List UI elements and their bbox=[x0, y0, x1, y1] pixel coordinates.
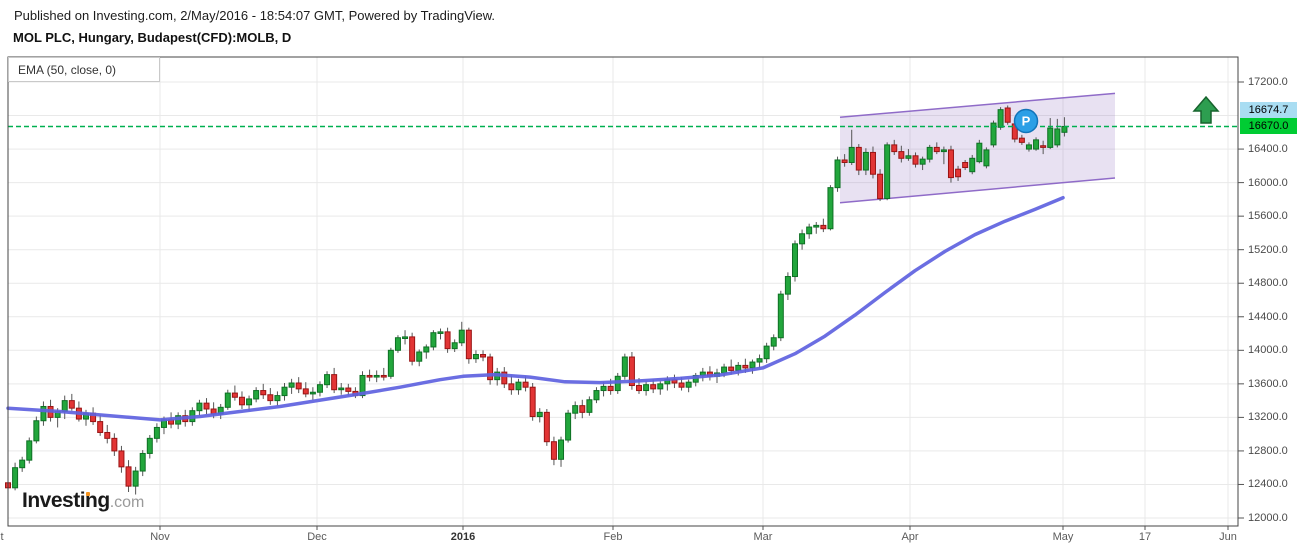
time-axis-label: t bbox=[0, 531, 4, 543]
investing-logo-brand: Investing bbox=[22, 489, 110, 512]
price-badge-last: 16670.0 bbox=[1240, 118, 1297, 134]
time-axis-label: May bbox=[1052, 531, 1074, 543]
publish-info-line: Published on Investing.com, 2/May/2016 -… bbox=[14, 8, 496, 23]
p-marker-badge[interactable]: P bbox=[1013, 108, 1039, 134]
price-axis-label: 13600.0 bbox=[1248, 377, 1288, 390]
price-axis-label: 14400.0 bbox=[1248, 310, 1288, 323]
price-axis-label: 13200.0 bbox=[1248, 411, 1288, 424]
grid bbox=[8, 57, 1238, 526]
price-axis-label: 17200.0 bbox=[1248, 76, 1288, 88]
price-axis-label: 16000.0 bbox=[1248, 176, 1288, 189]
price-axis-label: 12400.0 bbox=[1248, 478, 1288, 491]
ema-legend: EMA (50, close, 0) bbox=[8, 57, 160, 82]
price-axis-label: 12800.0 bbox=[1248, 444, 1288, 457]
time-axis-label: Apr bbox=[901, 531, 919, 543]
price-axis-label: 16400.0 bbox=[1248, 143, 1288, 156]
price-badge-marker: 16674.7 bbox=[1240, 102, 1297, 118]
time-axis-label: 17 bbox=[1138, 531, 1152, 543]
price-axis-label: 15600.0 bbox=[1248, 210, 1288, 223]
svg-text:P: P bbox=[1022, 114, 1031, 129]
investing-logo-suffix: .com bbox=[109, 494, 145, 511]
up-arrow-marker-icon bbox=[1192, 95, 1220, 124]
chart-title: MOL PLC, Hungary, Budapest(CFD):MOLB, D bbox=[13, 30, 292, 45]
price-axis-label: 12000.0 bbox=[1248, 512, 1288, 524]
ema-line[interactable] bbox=[6, 195, 1065, 422]
pane-border bbox=[7, 56, 1239, 527]
investing-logo-orange-dot-icon bbox=[86, 492, 90, 496]
time-axis-label: Mar bbox=[753, 531, 773, 543]
price-axis-label: 15200.0 bbox=[1248, 243, 1288, 256]
time-axis-label: Nov bbox=[150, 531, 170, 543]
axis-ticks bbox=[159, 81, 1244, 530]
time-axis-label: Jun bbox=[1219, 531, 1237, 543]
price-axis-label: 14800.0 bbox=[1248, 277, 1288, 290]
time-axis-label: Feb bbox=[603, 531, 623, 543]
investing-logo[interactable]: Investing.com bbox=[22, 489, 144, 513]
time-axis-label: 2016 bbox=[450, 531, 476, 543]
price-axis-label: 14000.0 bbox=[1248, 344, 1288, 357]
time-axis-label: Dec bbox=[307, 531, 327, 543]
candlestick-series bbox=[5, 105, 1068, 495]
